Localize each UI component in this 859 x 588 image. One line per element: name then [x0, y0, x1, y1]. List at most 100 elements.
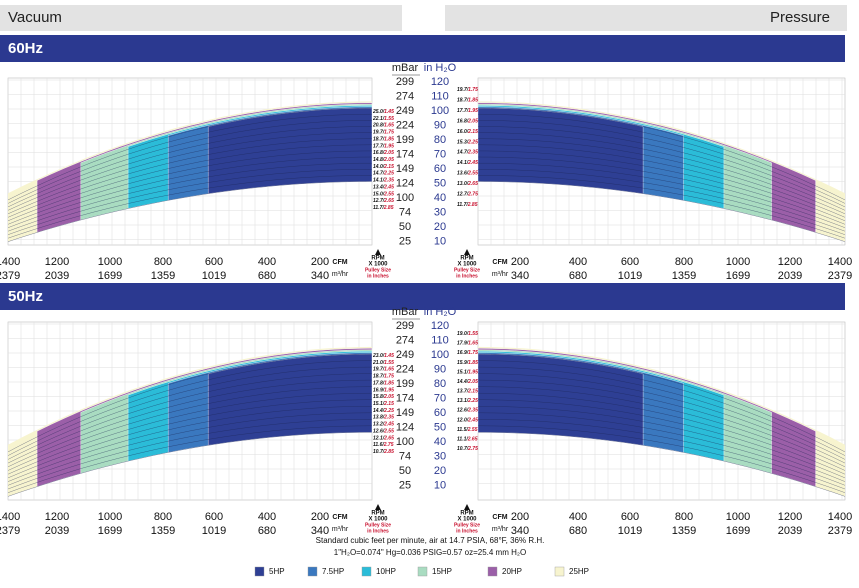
- rpm-label: 16.9/1.95: [373, 388, 394, 394]
- rpm-label: 18.7/1.75: [373, 374, 394, 380]
- cfm-tick: 800: [154, 256, 172, 268]
- pulley-value: 1.85: [384, 381, 394, 387]
- mbar-tick: 25: [399, 479, 411, 491]
- speed-curve: [477, 353, 846, 453]
- rpm-label: 14.7/2.35: [457, 150, 478, 156]
- mbar-tick: 100: [396, 192, 414, 204]
- speed-curve: [477, 386, 846, 471]
- speed-curve: [477, 373, 846, 464]
- cfm-tick: 1000: [726, 256, 750, 268]
- pulley-value: 1.45: [384, 353, 394, 359]
- section-title: 60Hz: [8, 40, 43, 57]
- pulley-value: 2.35: [383, 178, 394, 184]
- rpm-label: 12.0/2.45: [457, 418, 478, 424]
- m3-tick: 1019: [202, 270, 226, 282]
- rpm-value: 23.0/: [372, 353, 385, 359]
- pulley-value: 2.05: [383, 394, 394, 400]
- pulley-value: 2.25: [467, 398, 478, 404]
- rpm-value: 18.7/: [373, 374, 385, 380]
- cfm-tick: 600: [621, 256, 639, 268]
- speed-curve: [477, 360, 846, 456]
- rpm-label: 18.7/1.85: [373, 137, 394, 143]
- rpm-value: 13.2/: [373, 422, 385, 428]
- m3-label: m³/hr: [332, 271, 349, 278]
- speed-curve: [7, 379, 373, 468]
- cfm-tick: 400: [258, 256, 276, 268]
- m3-label: m³/hr: [332, 526, 349, 533]
- inh2o-tick: 40: [434, 436, 446, 448]
- inh2o-tick: 50: [434, 177, 446, 189]
- rpm-label: 14.4/2.05: [457, 379, 478, 385]
- rpm-value: 11.7/: [457, 202, 468, 208]
- pulley-value: 2.45: [467, 161, 478, 167]
- mbar-tick: 149: [396, 163, 414, 175]
- legend-label: 20HP: [502, 567, 522, 576]
- cfm-label: CFM: [332, 259, 347, 266]
- mbar-tick: 124: [396, 177, 414, 189]
- pointer: [375, 504, 381, 510]
- rpm-label: 13.7/2.15: [457, 389, 478, 395]
- m3-tick: 2039: [778, 525, 802, 537]
- mbar-tick: 274: [396, 334, 414, 346]
- m3-tick: 340: [311, 525, 329, 537]
- rpm-value: 21.0/: [372, 360, 385, 366]
- pulley-value: 2.15: [467, 389, 478, 395]
- pulley-value: 1.55: [384, 116, 394, 122]
- pulley-value: 2.55: [383, 429, 394, 435]
- speed-curve: [477, 181, 846, 242]
- rpm-unit: X 1000: [368, 517, 388, 523]
- rpm-label: 17.8/1.85: [373, 381, 394, 387]
- rpm-label-title: RPM: [460, 256, 473, 262]
- rpm-value: 11.6/: [373, 442, 384, 448]
- rpm-label: 12.1/2.65: [373, 436, 394, 442]
- speed-curve: [7, 138, 373, 218]
- mbar-tick: 124: [396, 421, 414, 433]
- rpm-value: 13.6/: [457, 171, 469, 177]
- speed-curve: [7, 419, 373, 490]
- speed-curve: [477, 169, 846, 235]
- pulley-value: 2.65: [467, 181, 478, 187]
- rpm-label: 11.1/2.65: [457, 437, 478, 443]
- m3-tick: 1699: [98, 270, 122, 282]
- rpm-label: 19.7/1.75: [373, 130, 394, 136]
- m3-tick: 1019: [618, 270, 642, 282]
- rpm-value: 22.1/: [372, 116, 385, 122]
- speed-curve: [7, 150, 373, 225]
- rpm-value: 10.7/: [373, 449, 385, 455]
- cfm-tick: 800: [154, 511, 172, 523]
- inh2o-tick: 40: [434, 192, 446, 204]
- cfm-tick: 400: [258, 511, 276, 523]
- mbar-title: mBar: [392, 62, 419, 74]
- pulley-value: 2.05: [467, 379, 478, 385]
- rpm-label-title: RPM: [460, 511, 473, 517]
- m3-label: m³/hr: [492, 271, 509, 278]
- pulley-value: 2.45: [383, 185, 394, 191]
- rpm-value: 17.9/: [457, 341, 469, 347]
- inh2o-tick: 90: [434, 363, 446, 375]
- rpm-value: 15.8/: [373, 394, 385, 400]
- vacuum-title: Vacuum: [8, 9, 62, 26]
- rpm-value: 13.7/: [457, 389, 469, 395]
- rpm-label: 10.7/2.85: [373, 449, 394, 455]
- legend-swatch: [307, 566, 318, 577]
- section-title: 50Hz: [8, 288, 43, 305]
- rpm-label: 16.0/2.15: [457, 129, 478, 135]
- speed-curve: [7, 175, 373, 239]
- rpm-label: 19.7/1.65: [373, 367, 394, 373]
- rpm-value: 13.1/: [457, 398, 469, 404]
- speed-curve: [7, 425, 373, 493]
- pulley-value: 1.75: [384, 374, 394, 380]
- rpm-label: 22.1/1.55: [372, 116, 394, 122]
- speed-curve: [477, 138, 846, 218]
- rpm-value: 14.0/: [373, 164, 385, 170]
- legend-swatch: [417, 566, 428, 577]
- rpm-unit: X 1000: [457, 517, 477, 523]
- rpm-label: 14.7/2.25: [373, 171, 394, 177]
- speed-curve: [477, 107, 846, 201]
- speed-curve: [7, 120, 373, 208]
- speed-curve: [477, 144, 846, 222]
- pulley-value: 1.85: [468, 360, 478, 366]
- rpm-label: 19.7/1.75: [457, 87, 478, 93]
- speed-curve: [477, 366, 846, 460]
- speed-curve: [477, 379, 846, 468]
